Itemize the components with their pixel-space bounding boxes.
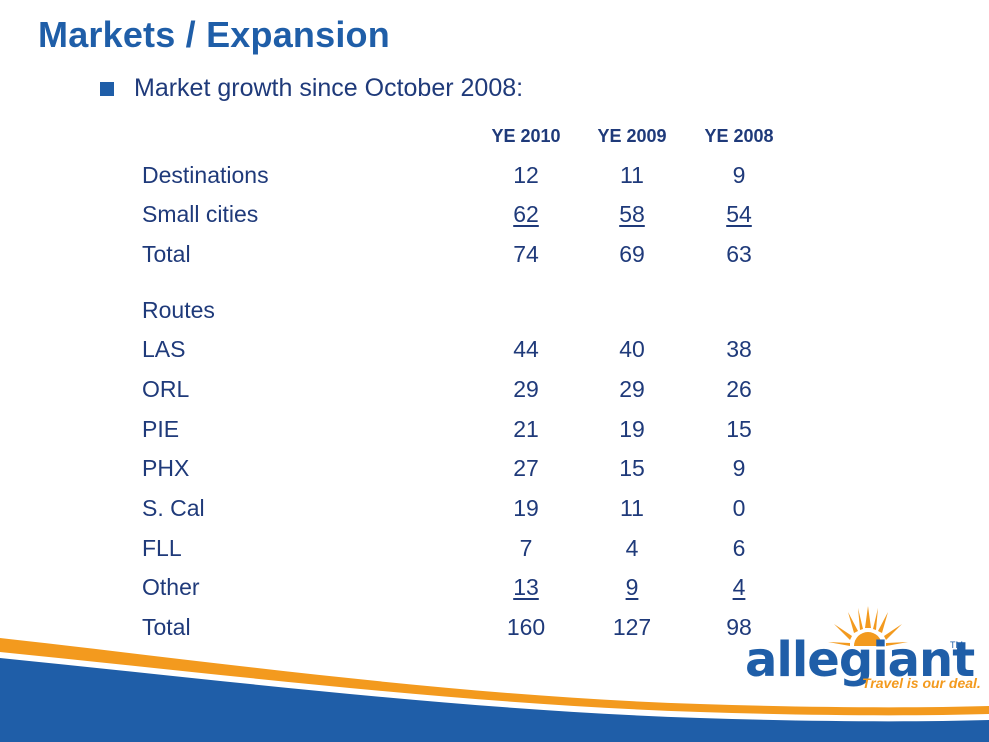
row-label-other: Other xyxy=(142,574,200,600)
table-cell: 0 xyxy=(732,495,746,521)
cell-value: 62 xyxy=(513,201,539,227)
table-cell: 4 xyxy=(625,535,639,561)
cell-value: 4 xyxy=(732,574,746,600)
allegiant-logo: allegiant xyxy=(745,632,975,688)
table-cell: 29 xyxy=(513,376,539,402)
table-cell: 44 xyxy=(513,336,539,362)
cell-value: 54 xyxy=(726,201,752,227)
table-cell: 19 xyxy=(619,416,645,442)
row-label-small-cities: Small cities xyxy=(142,201,259,227)
bullet-text: Market growth since October 2008: xyxy=(134,74,524,102)
slide-title: Markets / Expansion xyxy=(38,14,390,55)
row-label-las: LAS xyxy=(142,336,186,362)
row-label-total-destinations: Total xyxy=(142,241,191,267)
bullet-item: Market growth since October 2008: xyxy=(100,74,523,103)
table-cell: 54 xyxy=(689,201,789,228)
row-label-fll: FLL xyxy=(142,535,182,561)
table-cell: 27 xyxy=(513,455,539,481)
row-label-orl: ORL xyxy=(142,376,190,402)
table-cell: 15 xyxy=(726,416,752,442)
square-bullet-icon xyxy=(100,81,114,96)
table-cell: 21 xyxy=(513,416,539,442)
cell-value: 13 xyxy=(513,574,539,600)
table-cell: 9 xyxy=(582,574,682,601)
table-cell: 11 xyxy=(620,162,644,188)
table-cell: 4 xyxy=(689,574,789,601)
table-cell: 7 xyxy=(519,535,533,561)
table-cell: 6 xyxy=(732,535,746,561)
trademark-mark: TM xyxy=(950,640,963,650)
table-cell: 9 xyxy=(732,455,746,481)
column-header-ye2008: YE 2008 xyxy=(704,126,774,146)
table-cell: 62 xyxy=(476,201,576,228)
column-header-ye2010: YE 2010 xyxy=(491,126,561,146)
table-cell: 13 xyxy=(476,574,576,601)
table-cell: 69 xyxy=(619,241,645,267)
table-cell: 40 xyxy=(619,336,645,362)
table-cell: 74 xyxy=(513,241,539,267)
cell-value: 9 xyxy=(625,574,639,600)
row-label-phx: PHX xyxy=(142,455,190,481)
table-cell: 12 xyxy=(513,162,539,188)
row-label-s-cal: S. Cal xyxy=(142,495,205,521)
section-heading-routes: Routes xyxy=(142,297,215,323)
table-cell: 9 xyxy=(732,162,746,188)
cell-value: 58 xyxy=(619,201,645,227)
table-cell: 15 xyxy=(619,455,645,481)
sun-icon xyxy=(828,606,908,646)
table-cell: 29 xyxy=(619,376,645,402)
table-cell: 58 xyxy=(582,201,682,228)
table-cell: 19 xyxy=(513,495,539,521)
table-cell: 63 xyxy=(726,241,752,267)
column-header-ye2009: YE 2009 xyxy=(597,126,667,146)
table-cell: 26 xyxy=(726,376,752,402)
row-label-pie: PIE xyxy=(142,416,180,442)
table-cell: 38 xyxy=(726,336,752,362)
row-label-destinations: Destinations xyxy=(142,162,269,188)
footer-swoosh xyxy=(0,638,989,742)
table-cell: 11 xyxy=(620,495,644,521)
logo-tagline: Travel is our deal. xyxy=(862,675,981,691)
